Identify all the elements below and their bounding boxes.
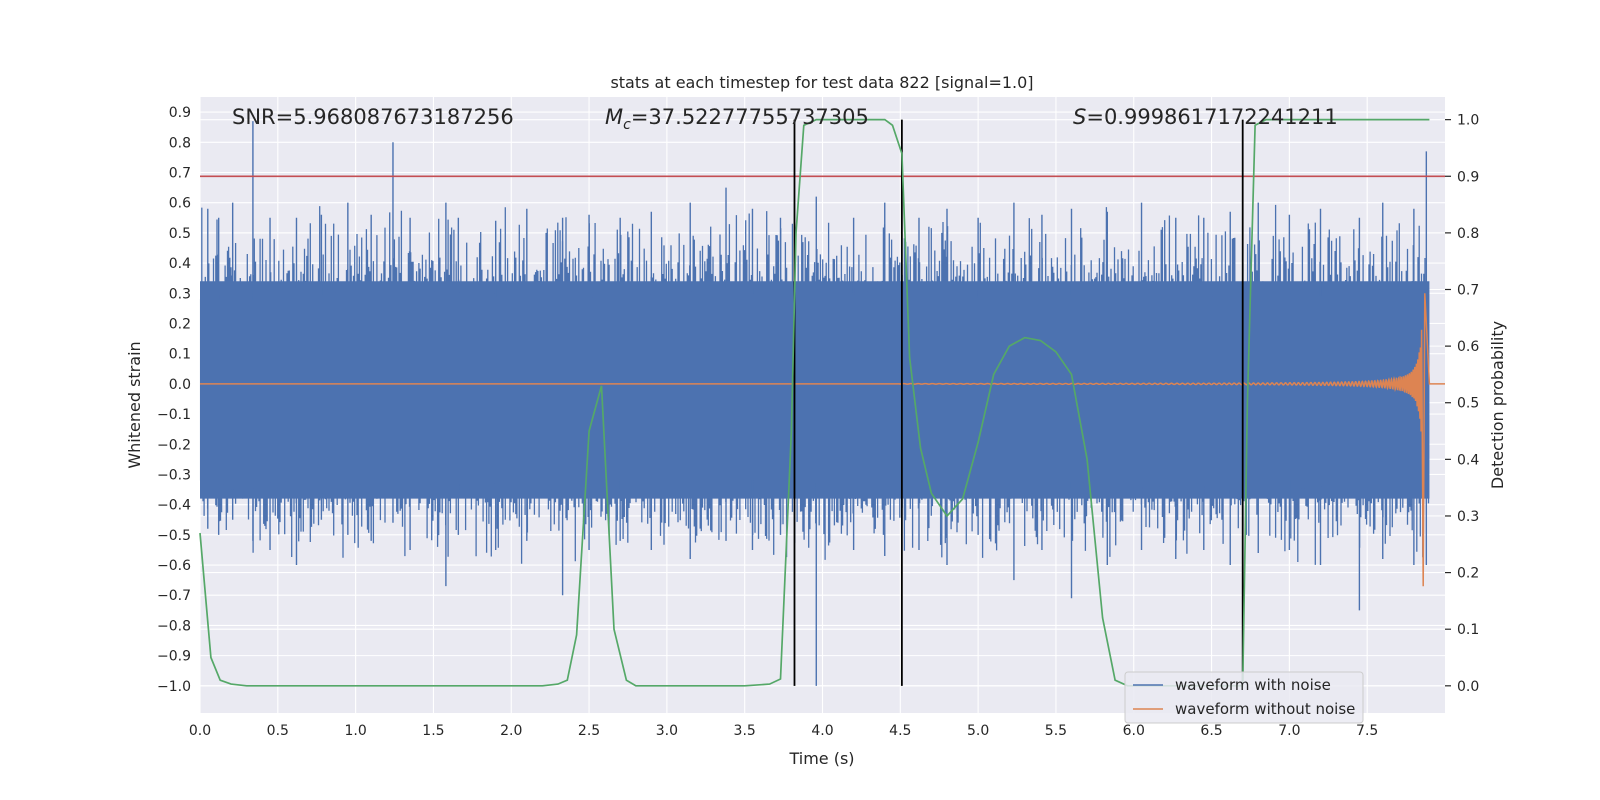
y-tick-left-label-12: −0.3 bbox=[157, 467, 191, 483]
x-tick-label-5: 2.5 bbox=[578, 723, 600, 739]
y-tick-left-label-3: 0.6 bbox=[169, 196, 191, 212]
x-tick-label-10: 5.0 bbox=[967, 723, 989, 739]
y-tick-left-label-19: −1.0 bbox=[157, 679, 191, 695]
significance-annotation: S=0.9998617172241211 bbox=[1073, 105, 1338, 129]
significance-value: =0.9998617172241211 bbox=[1086, 105, 1337, 129]
y-tick-right-label-0: 1.0 bbox=[1457, 113, 1479, 129]
clean-waveform-series bbox=[199, 293, 1445, 587]
y-tick-left-label-18: −0.9 bbox=[157, 649, 191, 665]
x-tick-label-14: 7.0 bbox=[1278, 723, 1300, 739]
chirp-mass-value: =37.52277755737305 bbox=[631, 105, 869, 129]
y-tick-right-label-6: 0.4 bbox=[1457, 452, 1479, 468]
chirp-mass-annotation: Mc=37.52277755737305 bbox=[605, 105, 869, 133]
x-tick-label-12: 6.0 bbox=[1123, 723, 1145, 739]
y-tick-right-label-1: 0.9 bbox=[1457, 169, 1479, 185]
y-tick-left-label-0: 0.9 bbox=[169, 105, 191, 121]
y-tick-left-label-15: −0.6 bbox=[157, 558, 191, 574]
y-axis-left-title: Whitened strain bbox=[125, 341, 144, 468]
chirp-mass-symbol: M bbox=[605, 105, 623, 129]
y-tick-left-label-16: −0.7 bbox=[157, 588, 191, 604]
x-axis-title: Time (s) bbox=[788, 749, 854, 768]
x-tick-label-11: 5.5 bbox=[1045, 723, 1067, 739]
x-tick-label-9: 4.5 bbox=[889, 723, 911, 739]
legend-box bbox=[1124, 671, 1364, 724]
chart-title: stats at each timestep for test data 822… bbox=[610, 73, 1033, 92]
x-tick-label-7: 3.5 bbox=[734, 723, 756, 739]
y-tick-left-label-2: 0.7 bbox=[169, 165, 191, 181]
x-axis-ticks: 0.0 0.5 1.0 1.5 2.0 2.5 3.0 3.5 4.0 4.5 5.0 5.5 6.0 6… bbox=[189, 723, 1378, 739]
y-tick-right-label-3: 0.7 bbox=[1457, 283, 1479, 299]
legend-label-noisy: waveform with noise bbox=[1175, 676, 1331, 694]
y-tick-right-label-10: 0.0 bbox=[1457, 679, 1479, 695]
y-axis-left-ticks: 0.9 0.8 0.7 0.6 0.5 0.4 0.3 0.2 0.1 0.0 −0.1 −0.2 −0… bbox=[157, 105, 191, 695]
legend: waveform with noise waveform without noi… bbox=[1124, 671, 1364, 724]
x-tick-label-13: 6.5 bbox=[1200, 723, 1222, 739]
y-tick-left-label-4: 0.5 bbox=[169, 226, 191, 242]
noisy-waveform-series bbox=[199, 121, 1430, 686]
y-tick-left-label-11: −0.2 bbox=[157, 437, 191, 453]
legend-label-clean: waveform without noise bbox=[1175, 700, 1355, 718]
y-tick-right-label-7: 0.3 bbox=[1457, 509, 1479, 525]
x-tick-label-4: 2.0 bbox=[500, 723, 522, 739]
significance-symbol: S bbox=[1073, 105, 1086, 129]
clean-waveform-line bbox=[199, 293, 1445, 587]
y-tick-right-label-2: 0.8 bbox=[1457, 226, 1479, 242]
y-axis-right-ticks: 1.0 0.9 0.8 0.7 0.6 0.5 0.4 0.3 0.2 0.1 0.0 bbox=[1445, 113, 1479, 695]
x-tick-label-8: 4.0 bbox=[811, 723, 833, 739]
y-tick-left-label-17: −0.8 bbox=[157, 618, 191, 634]
y-tick-left-label-14: −0.5 bbox=[157, 528, 191, 544]
y-tick-left-label-8: 0.1 bbox=[169, 347, 191, 363]
x-tick-label-0: 0.0 bbox=[189, 723, 211, 739]
y-tick-left-label-9: 0.0 bbox=[169, 377, 191, 393]
y-tick-right-label-4: 0.6 bbox=[1457, 339, 1479, 355]
x-tick-label-2: 1.0 bbox=[344, 723, 366, 739]
x-tick-label-3: 1.5 bbox=[422, 723, 444, 739]
y-tick-left-label-6: 0.3 bbox=[169, 286, 191, 302]
y-tick-right-label-8: 0.2 bbox=[1457, 566, 1479, 582]
y-tick-left-label-5: 0.4 bbox=[169, 256, 191, 272]
vertical-markers bbox=[793, 119, 1244, 686]
x-tick-label-6: 3.0 bbox=[656, 723, 678, 739]
chirp-mass-subscript: c bbox=[623, 117, 631, 133]
snr-annotation: SNR=5.968087673187256 bbox=[232, 105, 514, 129]
x-tick-label-15: 7.5 bbox=[1356, 723, 1378, 739]
y-tick-left-label-10: −0.1 bbox=[157, 407, 191, 423]
y-axis-right-title: Detection probability bbox=[1488, 321, 1507, 489]
y-tick-right-label-5: 0.5 bbox=[1457, 396, 1479, 412]
y-tick-left-label-7: 0.2 bbox=[169, 316, 191, 332]
x-tick-label-1: 0.5 bbox=[267, 723, 289, 739]
y-tick-left-label-13: −0.4 bbox=[157, 498, 191, 514]
y-tick-right-label-9: 0.1 bbox=[1457, 622, 1479, 638]
y-tick-left-label-1: 0.8 bbox=[169, 135, 191, 151]
